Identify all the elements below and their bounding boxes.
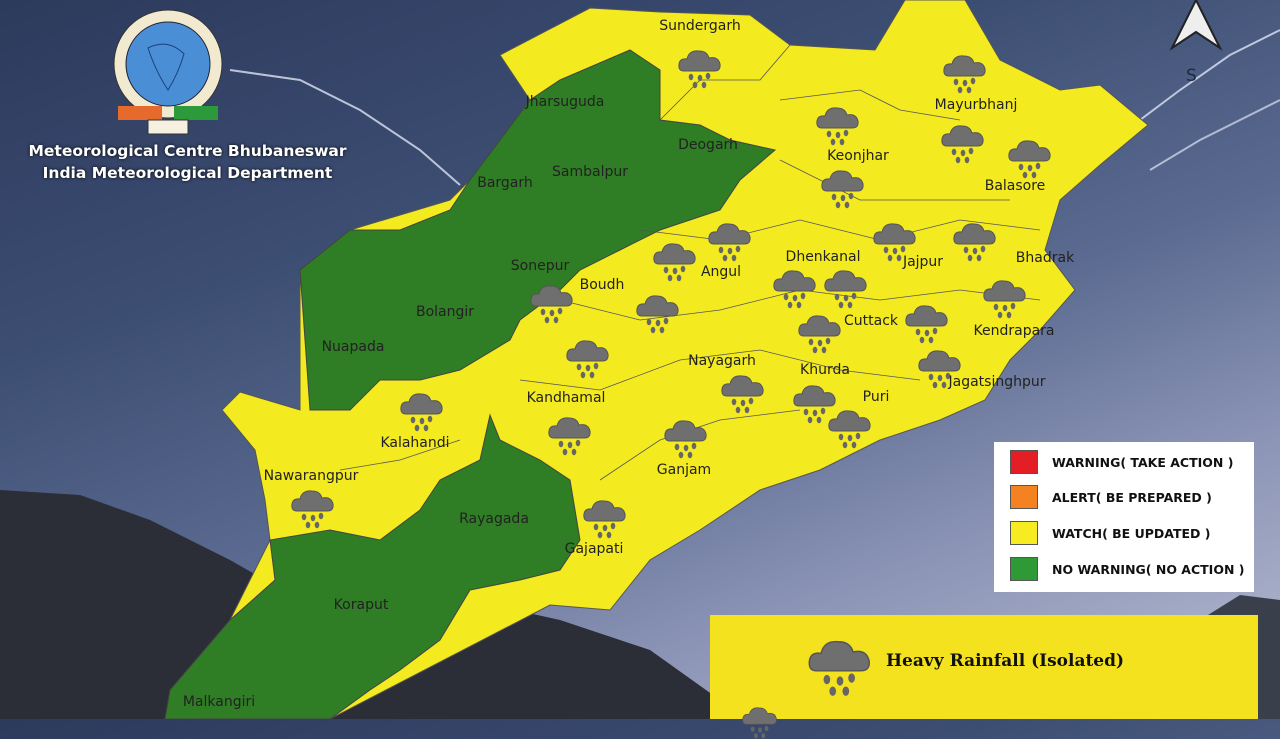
- no-warning-region-north: [299, 49, 777, 411]
- district-label: Deogarh: [678, 137, 738, 153]
- district-label: Malkangiri: [182, 694, 256, 710]
- district-label: Koraput: [333, 597, 389, 613]
- district-label: Dhenkanal: [785, 249, 861, 265]
- legend-swatch: [1010, 521, 1038, 545]
- legend-item-watch: WATCH( BE UPDATED ): [1010, 521, 1210, 545]
- district-label: Bolangir: [415, 304, 475, 320]
- legend-item-alert: ALERT( BE PREPARED ): [1010, 485, 1212, 509]
- district-label: Bhadrak: [1015, 250, 1075, 266]
- district-label: Nayagarh: [688, 353, 756, 369]
- legend-swatch: [1010, 450, 1038, 474]
- district-label: Kendrapara: [973, 323, 1055, 339]
- district-label: Sonepur: [510, 258, 570, 274]
- legend-swatch: [1010, 485, 1038, 509]
- district-label: Ganjam: [656, 462, 712, 478]
- district-label: Sundergarh: [659, 18, 741, 34]
- district-label: Mayurbhanj: [934, 97, 1018, 113]
- district-label: Kandhamal: [526, 390, 606, 406]
- legend-label: NO WARNING( NO ACTION ): [1052, 561, 1245, 577]
- legend-label: WATCH( BE UPDATED ): [1052, 525, 1211, 541]
- no-warning-region-south: [164, 413, 581, 719]
- district-label: Rayagada: [459, 511, 529, 527]
- district-label: Sambalpur: [552, 164, 628, 180]
- odisha-district-map: [164, 0, 1149, 719]
- district-label: Jajpur: [902, 254, 944, 270]
- district-label: Keonjhar: [827, 148, 889, 164]
- impact-legend: Heavy Rainfall (Isolated): [710, 615, 1258, 739]
- district-label: Balasore: [984, 178, 1046, 194]
- district-label: Jharsuguda: [525, 94, 605, 110]
- warning-legend: WARNING( TAKE ACTION ) ALERT( BE PREPARE…: [994, 442, 1254, 592]
- impact-legend-label: Heavy Rainfall (Isolated): [886, 651, 1125, 671]
- header-title: Meteorological Centre Bhubaneswar India …: [20, 140, 355, 184]
- header-line-1: Meteorological Centre Bhubaneswar: [28, 142, 347, 160]
- imd-logo: [113, 9, 223, 135]
- district-label: Angul: [700, 264, 742, 280]
- district-label: Nawarangpur: [263, 468, 359, 484]
- rain-cloud-icon: [808, 640, 870, 697]
- legend-label: ALERT( BE PREPARED ): [1052, 489, 1212, 505]
- district-label: Jagatsinghpur: [948, 374, 1046, 390]
- legend-swatch: [1010, 557, 1038, 581]
- legend-item-no-warning: NO WARNING( NO ACTION ): [1010, 557, 1244, 581]
- legend-label: WARNING( TAKE ACTION ): [1052, 454, 1234, 470]
- district-label: Puri: [862, 389, 890, 405]
- district-label: Nuapada: [321, 339, 385, 355]
- north-arrow-icon: [1169, 0, 1223, 51]
- legend-item-warning: WARNING( TAKE ACTION ): [1010, 450, 1233, 474]
- district-label: Boudh: [579, 277, 625, 293]
- north-arrow-label: S: [1186, 66, 1197, 86]
- district-label: Bargarh: [477, 175, 533, 191]
- district-label: Khurda: [800, 362, 850, 378]
- header-line-2: India Meteorological Department: [42, 164, 333, 182]
- district-label: Gajapati: [564, 541, 624, 557]
- rain-cloud-icon: [742, 707, 777, 739]
- district-label: Kalahandi: [380, 435, 450, 451]
- district-label: Cuttack: [843, 313, 899, 329]
